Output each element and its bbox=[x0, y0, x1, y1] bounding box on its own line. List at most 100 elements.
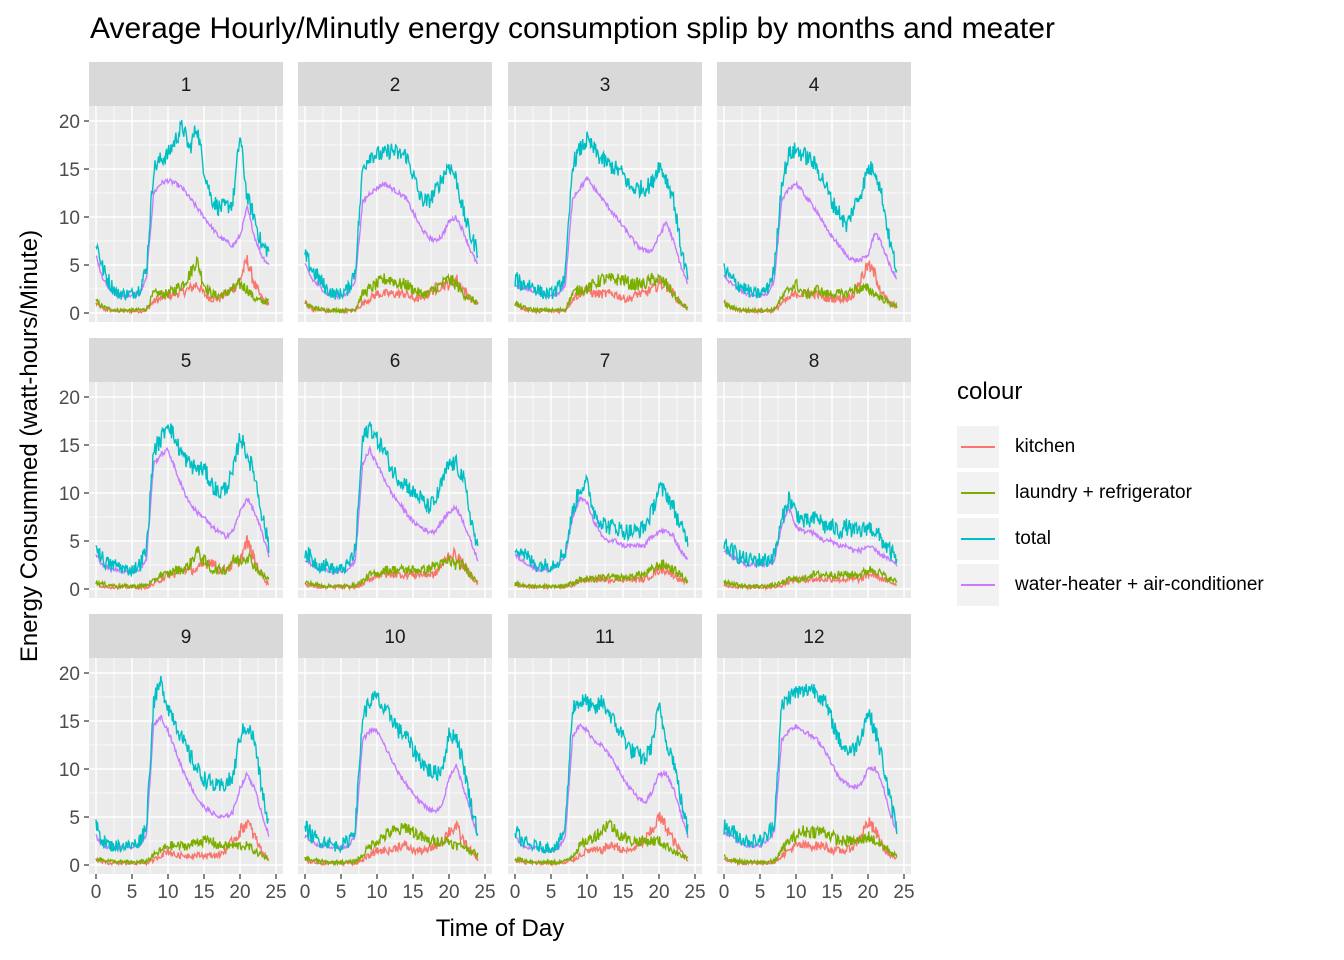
facet-strip bbox=[89, 338, 283, 382]
y-tick-label: 20 bbox=[59, 388, 80, 409]
x-tick-label: 0 bbox=[510, 882, 521, 903]
y-tick-label: 10 bbox=[59, 208, 80, 229]
series-line-total-month-2 bbox=[304, 143, 479, 301]
series-line-laundry-month-6 bbox=[304, 555, 479, 590]
legend: colour kitchen laundry + refrigerator to… bbox=[957, 378, 1264, 608]
x-tick-label: 0 bbox=[300, 882, 311, 903]
x-tick-label: 25 bbox=[893, 882, 914, 903]
series-line-laundry-month-3 bbox=[514, 272, 689, 314]
x-tick-label: 10 bbox=[785, 882, 806, 903]
series-line-laundry-month-10 bbox=[304, 822, 479, 867]
legend-item-kitchen: kitchen bbox=[957, 424, 1264, 470]
facet-strip bbox=[89, 614, 283, 658]
chart-title: Average Hourly/Minutly energy consumptio… bbox=[90, 12, 1055, 45]
legend-key-water-heater bbox=[957, 564, 999, 606]
series-line-laundry-month-9 bbox=[95, 834, 270, 866]
x-tick-label: 20 bbox=[648, 882, 669, 903]
series-line-kitchen-month-12 bbox=[723, 817, 898, 867]
x-tick-label: 10 bbox=[576, 882, 597, 903]
facet-strip-label: 3 bbox=[600, 75, 611, 96]
series-line-laundry-month-1 bbox=[95, 255, 269, 314]
series-line-total-month-12 bbox=[723, 682, 898, 849]
y-tick-label: 15 bbox=[59, 712, 80, 733]
series-line-laundry-month-2 bbox=[304, 272, 479, 315]
series-line-total-month-5 bbox=[95, 423, 270, 578]
facet-strip bbox=[508, 614, 702, 658]
x-tick-label: 15 bbox=[612, 882, 633, 903]
facet-strip-label: 6 bbox=[390, 351, 401, 372]
series-line-total-month-10 bbox=[304, 690, 479, 854]
legend-key-kitchen bbox=[957, 426, 999, 468]
y-tick-label: 10 bbox=[59, 760, 80, 781]
y-tick-label: 15 bbox=[59, 160, 80, 181]
y-tick-label: 5 bbox=[69, 532, 80, 553]
series-line-total-month-8 bbox=[723, 491, 898, 568]
series-line-laundry-month-5 bbox=[95, 545, 270, 590]
facet-strip-label: 7 bbox=[600, 351, 611, 372]
facet-strip bbox=[298, 62, 492, 106]
x-tick-label: 0 bbox=[91, 882, 102, 903]
facet-strip-label: 4 bbox=[809, 75, 820, 96]
x-tick-label: 10 bbox=[157, 882, 178, 903]
x-tick-label: 25 bbox=[684, 882, 705, 903]
legend-title: colour bbox=[957, 378, 1023, 405]
series-line-laundry-month-11 bbox=[514, 818, 689, 867]
y-tick-label: 10 bbox=[59, 484, 80, 505]
legend-key-laundry bbox=[957, 472, 999, 514]
legend-item-laundry: laundry + refrigerator bbox=[957, 470, 1264, 516]
facet-strip-label: 11 bbox=[595, 627, 615, 648]
facet-strip bbox=[298, 338, 492, 382]
legend-label-water-heater: water-heater + air-conditioner bbox=[1015, 574, 1264, 595]
x-tick-label: 20 bbox=[857, 882, 878, 903]
legend-label-laundry: laundry + refrigerator bbox=[1015, 482, 1192, 503]
series-line-laundry-month-4 bbox=[723, 278, 898, 314]
facet-strip-label: 8 bbox=[809, 351, 820, 372]
facet-strip bbox=[508, 62, 702, 106]
y-tick-label: 15 bbox=[59, 436, 80, 457]
facet-strip-label: 9 bbox=[181, 627, 192, 648]
x-tick-label: 20 bbox=[438, 882, 459, 903]
x-axis-label: Time of Day bbox=[435, 915, 565, 942]
series-line-laundry-month-8 bbox=[723, 565, 898, 591]
series-line-laundry-month-7 bbox=[514, 559, 689, 591]
y-tick-label: 20 bbox=[59, 664, 80, 685]
x-tick-label: 20 bbox=[229, 882, 250, 903]
legend-item-total: total bbox=[957, 516, 1264, 562]
x-tick-label: 25 bbox=[474, 882, 495, 903]
facet-strip-label: 12 bbox=[803, 627, 824, 648]
series-line-total-month-7 bbox=[514, 473, 689, 574]
facet-strip bbox=[89, 62, 283, 106]
series-line-total-month-4 bbox=[723, 142, 898, 299]
series-line-total-month-1 bbox=[95, 119, 270, 302]
y-tick-label: 5 bbox=[69, 808, 80, 829]
x-tick-label: 0 bbox=[719, 882, 730, 903]
x-tick-label: 15 bbox=[193, 882, 214, 903]
facet-strip bbox=[717, 62, 911, 106]
y-tick-label: 0 bbox=[69, 856, 80, 877]
y-axis-label: Energy Consummed (watt-hours/Minute) bbox=[16, 229, 43, 663]
x-tick-label: 25 bbox=[265, 882, 286, 903]
y-tick-label: 0 bbox=[69, 580, 80, 601]
facet-strip-label: 10 bbox=[384, 627, 405, 648]
facet-strip bbox=[298, 614, 492, 658]
series-line-total-month-11 bbox=[514, 693, 689, 854]
x-tick-label: 5 bbox=[127, 882, 138, 903]
x-tick-label: 10 bbox=[366, 882, 387, 903]
legend-item-water-heater: water-heater + air-conditioner bbox=[957, 562, 1264, 608]
facet-strip-label: 2 bbox=[390, 75, 401, 96]
series-line-water-month-4 bbox=[723, 180, 898, 299]
y-tick-label: 20 bbox=[59, 112, 80, 133]
facet-strip-label: 1 bbox=[181, 75, 192, 96]
y-tick-label: 5 bbox=[69, 256, 80, 277]
legend-label-kitchen: kitchen bbox=[1015, 436, 1076, 457]
series-line-laundry-month-12 bbox=[723, 825, 898, 867]
series-line-total-month-6 bbox=[304, 421, 479, 575]
x-tick-label: 5 bbox=[755, 882, 766, 903]
facet-strip bbox=[717, 338, 911, 382]
facet-strip-label: 5 bbox=[181, 351, 192, 372]
x-tick-label: 15 bbox=[402, 882, 423, 903]
series-line-total-month-3 bbox=[514, 131, 689, 301]
legend-key-total bbox=[957, 518, 999, 560]
facet-strip bbox=[717, 614, 911, 658]
